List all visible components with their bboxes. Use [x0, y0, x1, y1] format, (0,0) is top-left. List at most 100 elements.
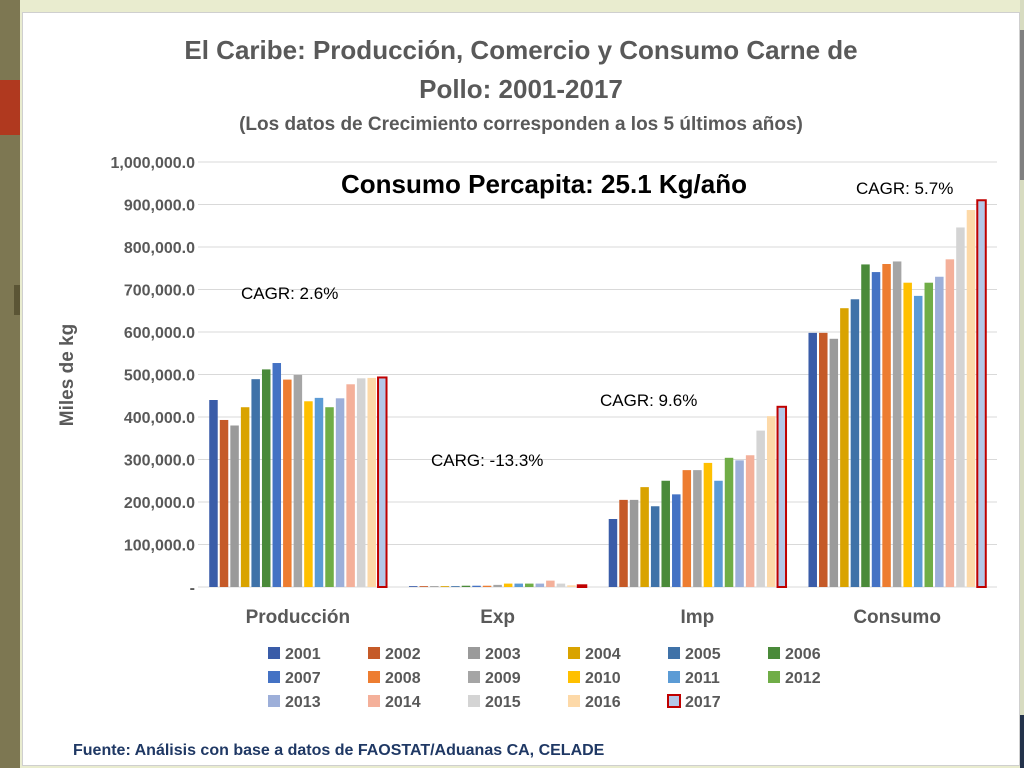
legend-swatch-2006 [768, 647, 780, 659]
category-label: Consumo [853, 607, 941, 628]
bar-2001-Producción [209, 400, 218, 587]
legend-label-2001: 2001 [285, 646, 321, 663]
legend-label-2011: 2011 [685, 670, 720, 687]
bar-2010-Exp [503, 583, 513, 587]
chart-subtitle: (Los datos de Crecimiento corresponden a… [239, 114, 803, 135]
bar-2002-Imp [619, 499, 628, 587]
bar-2010-Producción [304, 401, 313, 587]
y-tick-label: 200,000.0 [124, 495, 195, 512]
chart-title-line-1: El Caribe: Producción, Comercio y Consum… [184, 35, 857, 65]
legend-swatch-2008 [368, 671, 380, 683]
legend-swatch-2001 [268, 647, 280, 659]
bar-2006-Consumo [861, 264, 870, 587]
bar-2005-Consumo [850, 299, 860, 587]
chart-title-line-2: Pollo: 2001-2017 [419, 74, 623, 104]
bar-2009-Exp [493, 584, 502, 587]
bar-2002-Consumo [819, 332, 828, 587]
left-accent-bar [0, 0, 20, 768]
bar-2001-Consumo [808, 332, 817, 587]
category-label: Exp [480, 607, 515, 628]
bar-2002-Exp [419, 586, 429, 587]
legend-label-2016: 2016 [585, 694, 621, 711]
bar-2017-Consumo [976, 199, 987, 588]
bar-2013-Consumo [935, 276, 944, 587]
bar-2004-Consumo [840, 308, 849, 587]
annotation-5: CAGR: 5.7% [856, 179, 953, 198]
bar-2010-Consumo [903, 282, 912, 587]
legend-swatch-2014 [368, 695, 380, 707]
bar-2013-Imp [735, 460, 744, 587]
legend-label-2017: 2017 [685, 694, 721, 711]
bar-2014-Consumo [945, 259, 955, 587]
bar-2012-Imp [724, 457, 734, 587]
y-tick-label: 800,000.0 [124, 240, 195, 257]
bar-2006-Producción [261, 369, 271, 587]
bar-2004-Imp [640, 487, 649, 587]
bar-2001-Exp [408, 586, 418, 587]
bar-2003-Exp [430, 586, 439, 587]
bar-2016-Imp [766, 416, 776, 587]
legend-label-2013: 2013 [285, 694, 321, 711]
legend-swatch-2012 [768, 671, 780, 683]
bar-2015-Imp [756, 430, 765, 587]
legend-label-2006: 2006 [785, 646, 821, 663]
legend-swatch-2009 [468, 671, 480, 683]
annotations: Consumo Percapita: 25.1 Kg/año CAGR: 2.6%… [241, 169, 953, 470]
y-tick-label: 100,000.0 [124, 538, 195, 555]
legend-label-2007: 2007 [285, 670, 321, 687]
bar-2008-Consumo [882, 264, 891, 587]
bar-2014-Imp [745, 455, 755, 587]
y-tick-label: 1,000,000.0 [110, 155, 195, 172]
bar-2007-Imp [672, 494, 681, 587]
bar-2016-Producción [367, 377, 376, 587]
bar-2015-Producción [356, 378, 366, 587]
annotation-4: CAGR: 9.6% [600, 391, 697, 410]
legend-swatch-2007 [268, 671, 280, 683]
bar-2005-Producción [251, 379, 260, 587]
bar-2009-Imp [693, 470, 702, 587]
bar-2007-Consumo [871, 272, 881, 587]
bar-2013-Producción [335, 398, 345, 587]
bar-2016-Consumo [966, 210, 976, 587]
bar-2011-Imp [714, 480, 723, 587]
bar-2006-Imp [661, 480, 670, 587]
bar-2011-Exp [514, 583, 523, 587]
bar-2014-Producción [346, 384, 355, 587]
bar-2010-Imp [703, 462, 713, 587]
legend-label-2002: 2002 [385, 646, 421, 663]
bar-2006-Exp [461, 585, 471, 587]
y-tick-label: - [190, 580, 195, 597]
legend: 2001 2002 2003 2004 2005 2006 2007 2008 2009 2010… [268, 646, 821, 711]
category-label: Imp [680, 607, 714, 628]
bar-2017-Producción [377, 376, 388, 588]
bar-2008-Producción [283, 379, 292, 587]
legend-swatch-2004 [568, 647, 580, 659]
legend-label-2008: 2008 [385, 670, 421, 687]
left-dark-tab [14, 285, 20, 315]
y-tick-label: 500,000.0 [124, 368, 195, 385]
legend-swatch-2011 [668, 671, 680, 683]
legend-label-2005: 2005 [685, 646, 721, 663]
legend-label-2009: 2009 [485, 670, 521, 687]
legend-swatch-2013 [268, 695, 280, 707]
legend-label-2010: 2010 [585, 670, 621, 687]
bar-2009-Producción [293, 374, 303, 587]
legend-label-2015: 2015 [485, 694, 521, 711]
legend-label-2012: 2012 [785, 670, 821, 687]
legend-swatch-2003 [468, 647, 480, 659]
bar-2012-Producción [325, 407, 334, 587]
legend-swatch-2015 [468, 695, 480, 707]
bar-2005-Exp [451, 586, 460, 587]
y-tick-label: 400,000.0 [124, 410, 195, 427]
bar-2004-Exp [440, 586, 450, 587]
annotation-3: CARG: -13.3% [431, 451, 543, 470]
y-tick-label: 900,000.0 [124, 198, 195, 215]
right-dark-tab [1020, 715, 1024, 768]
source-note: Fuente: Análisis con base a datos de FAO… [73, 742, 605, 759]
bar-2007-Producción [272, 363, 282, 587]
y-axis-ticks: - 100,000.0 200,000.0 300,000.0 400,000.0 500… [110, 155, 195, 597]
right-accent-bar [1020, 0, 1024, 768]
bar-2017-Imp [776, 405, 788, 588]
legend-label-2003: 2003 [485, 646, 521, 663]
legend-label-2004: 2004 [585, 646, 621, 663]
